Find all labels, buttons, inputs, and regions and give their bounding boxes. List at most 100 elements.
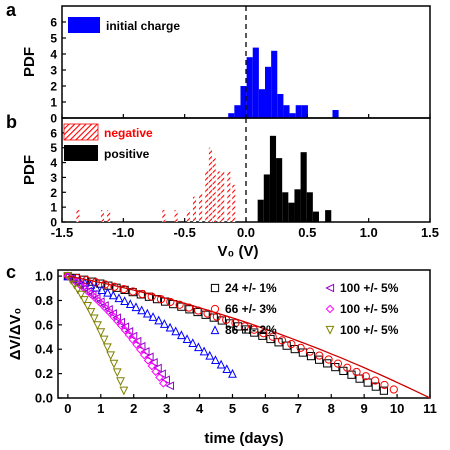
y-tick-label: 4 — [50, 48, 57, 62]
data-point — [209, 313, 218, 322]
data-point — [182, 334, 192, 344]
data-point — [266, 334, 275, 344]
y-tick-label: 1 — [50, 201, 57, 215]
data-point — [222, 364, 232, 374]
data-point — [323, 359, 332, 368]
data-point — [124, 326, 134, 336]
data-point — [250, 325, 259, 334]
histogram-bar — [107, 210, 111, 222]
legend-label: 100 +/- 5% — [340, 302, 399, 316]
data-point — [128, 287, 138, 296]
histogram-bar — [295, 105, 302, 118]
data-point — [148, 312, 158, 321]
data-point — [250, 328, 259, 337]
histogram-bar — [271, 50, 278, 118]
data-point — [216, 359, 226, 369]
data-point — [306, 352, 316, 361]
data-point — [109, 312, 119, 322]
data-point — [108, 290, 118, 300]
panel-letter: a — [6, 0, 17, 20]
data-point — [102, 343, 112, 353]
y-tick-label: 1 — [50, 96, 57, 110]
data-point — [137, 305, 147, 315]
y-tick-label: 0.4 — [35, 342, 54, 357]
data-point — [177, 302, 186, 311]
data-point — [315, 351, 324, 360]
data-point — [296, 343, 305, 352]
data-point — [343, 363, 352, 372]
data-point — [211, 355, 220, 365]
histogram-bar — [232, 184, 236, 222]
x-tick-label: 6 — [262, 401, 269, 416]
x-tick-label: 11 — [423, 401, 437, 416]
y-axis-label: ΔV/ΔV₀ — [7, 308, 24, 361]
data-point — [371, 382, 380, 391]
data-point — [120, 285, 129, 295]
y-axis-label: PDF — [21, 155, 38, 185]
y-tick-label: 3 — [50, 171, 57, 185]
data-point — [105, 308, 115, 318]
y-tick-label: 6 — [50, 16, 57, 30]
histogram-bar — [192, 196, 197, 222]
data-point — [161, 375, 170, 385]
data-point — [175, 300, 184, 309]
data-point — [139, 350, 149, 360]
data-point — [188, 338, 198, 348]
data-point — [176, 330, 186, 340]
histogram-bar — [186, 210, 190, 222]
data-point — [120, 296, 130, 306]
x-tick-label: 4 — [196, 401, 204, 416]
y-tick-label: 2 — [50, 80, 57, 94]
data-point — [96, 328, 106, 338]
histogram-bar — [199, 193, 203, 222]
data-point — [73, 285, 83, 295]
legend-label-initial: initial charge — [106, 19, 180, 33]
data-point — [371, 376, 380, 385]
x-tick-label: 0.5 — [298, 225, 316, 240]
data-point — [210, 325, 220, 335]
data-point — [109, 359, 119, 369]
panel-a: 0 1 2 3 4 5 6 PDF a initial charge — [6, 0, 431, 126]
data-point — [325, 283, 335, 293]
x-tick-label: -0.5 — [173, 225, 195, 240]
data-point — [103, 287, 113, 297]
data-point — [165, 381, 175, 391]
data-point — [120, 325, 130, 335]
y-tick-label: 0 — [50, 216, 57, 230]
histogram-bar — [306, 192, 313, 222]
x-axis-label: time (days) — [204, 430, 283, 447]
histogram-bar — [212, 158, 216, 222]
data-point — [151, 367, 161, 376]
data-point — [347, 370, 356, 379]
x-tick-label: 2 — [130, 401, 137, 416]
data-point — [159, 319, 169, 328]
legend-label: 100 +/- 5% — [340, 323, 399, 337]
y-tick-label: 3 — [50, 64, 57, 78]
data-point — [147, 292, 156, 301]
data-point — [228, 368, 237, 378]
data-point — [120, 322, 130, 332]
data-point — [117, 321, 126, 330]
data-point — [136, 341, 146, 351]
legend-label: 100 +/- 5% — [340, 281, 399, 295]
x-tick-label: 1.0 — [360, 225, 378, 240]
x-tick-label: 3 — [163, 401, 170, 416]
histogram-bar — [289, 113, 296, 118]
x-tick-label: 8 — [328, 401, 335, 416]
histogram-bar — [277, 94, 284, 118]
histogram-bar — [276, 158, 283, 222]
histogram-bar — [252, 47, 259, 118]
fit-curve — [67, 275, 431, 399]
histogram-bar — [205, 170, 209, 222]
histogram-bar — [263, 174, 270, 222]
data-point — [147, 361, 157, 371]
y-tick-label: 5 — [50, 141, 57, 155]
y-tick-label: 5 — [50, 32, 57, 46]
x-tick-label: 7 — [295, 401, 302, 416]
data-point — [154, 315, 164, 325]
y-tick-label: 0.8 — [35, 293, 53, 308]
data-point — [324, 355, 333, 364]
x-tick-label: 0 — [64, 401, 71, 416]
data-point — [240, 322, 249, 331]
